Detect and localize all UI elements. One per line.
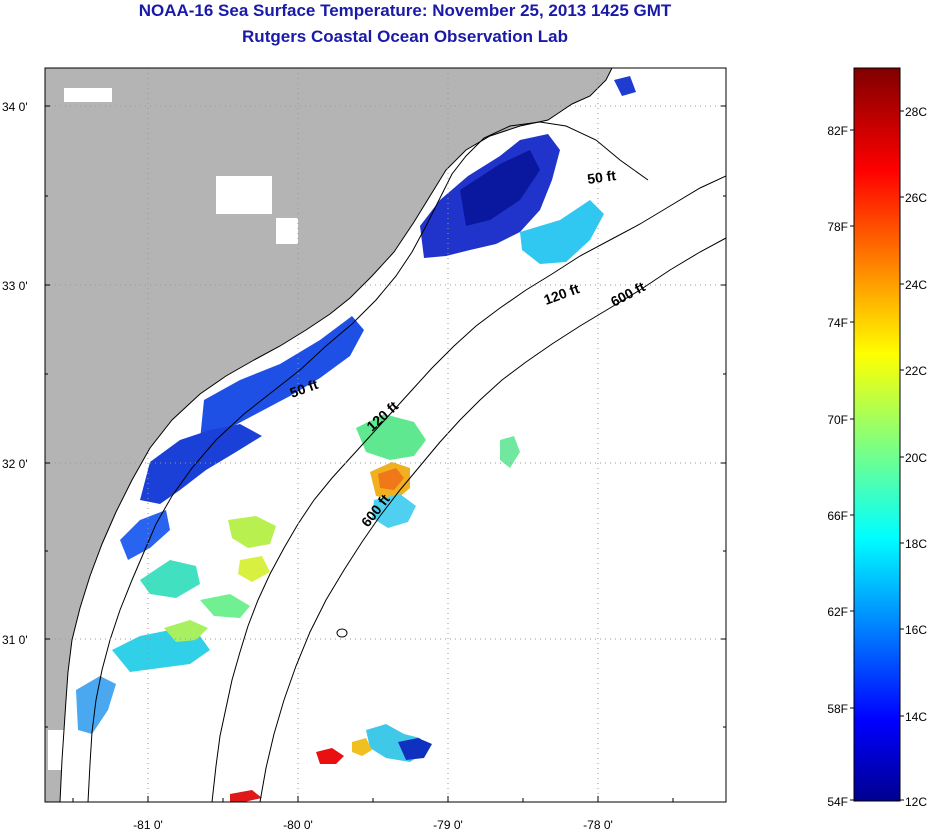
colorbar-c-label: 14C xyxy=(905,710,927,724)
colorbar-f-label: 58F xyxy=(827,702,848,716)
colorbar-f-label: 78F xyxy=(827,220,848,234)
colorbar-c-label: 24C xyxy=(905,278,927,292)
colorbar-f-label: 62F xyxy=(827,605,848,619)
sst-blob xyxy=(140,560,200,598)
sst-blob xyxy=(352,738,372,756)
colorbar-c-label: 28C xyxy=(905,105,927,119)
sst-blob xyxy=(120,510,170,560)
lat-lon-grid xyxy=(45,68,726,802)
lon-label: -80 0' xyxy=(283,818,313,832)
lat-label: 34 0' xyxy=(2,100,28,114)
sst-blob xyxy=(230,790,262,802)
colorbar-c-label: 16C xyxy=(905,623,927,637)
colorbar-f-label: 74F xyxy=(827,316,848,330)
colorbar-c-label: 26C xyxy=(905,191,927,205)
sst-blob xyxy=(238,556,270,582)
colorbar-c-label: 22C xyxy=(905,364,927,378)
map-ticks xyxy=(45,105,726,802)
lon-label: -78 0' xyxy=(583,818,613,832)
chart-title: NOAA-16 Sea Surface Temperature: Novembe… xyxy=(138,1,672,20)
sst-blob xyxy=(140,424,262,504)
colorbar-f-label: 54F xyxy=(827,795,848,809)
sst-blob xyxy=(500,436,520,468)
sst-blob xyxy=(520,200,604,264)
colorbar-c-label: 12C xyxy=(905,795,927,809)
sst-blob xyxy=(200,316,364,440)
sst-data-layer xyxy=(76,76,636,802)
isobath-label: 50 ft xyxy=(586,167,617,187)
sst-blob xyxy=(228,516,276,548)
colorbar-c-label: 20C xyxy=(905,451,927,465)
chart-subtitle: Rutgers Coastal Ocean Observation Lab xyxy=(242,27,568,46)
land-patch xyxy=(48,730,70,770)
sst-blob xyxy=(164,620,208,642)
lat-label: 32 0' xyxy=(2,457,28,471)
sst-blob xyxy=(356,414,426,460)
map-frame xyxy=(44,67,727,803)
sst-blob xyxy=(76,676,116,734)
seamount-contour xyxy=(336,628,348,638)
lon-label: -79 0' xyxy=(433,818,463,832)
land-mass xyxy=(45,68,612,802)
sst-blob xyxy=(614,76,636,96)
colorbar-f-label: 82F xyxy=(827,124,848,138)
isobath-120ft xyxy=(211,175,726,802)
colorbar-gradient xyxy=(853,67,901,802)
colorbar-f-label: 66F xyxy=(827,509,848,523)
sst-blob xyxy=(316,748,344,764)
isobath-50ft xyxy=(87,121,649,802)
lat-label: 31 0' xyxy=(2,633,28,647)
sst-blob xyxy=(372,494,416,528)
colorbar-f-label: 70F xyxy=(827,413,848,427)
lat-label: 33 0' xyxy=(2,279,28,293)
land-patch xyxy=(216,176,272,214)
sst-blob xyxy=(378,468,404,490)
land-patch xyxy=(64,88,112,102)
sst-blob xyxy=(200,594,250,618)
land-patch xyxy=(276,218,298,244)
colorbar-c-label: 18C xyxy=(905,537,927,551)
lon-label: -81 0' xyxy=(133,818,163,832)
isobath-600ft xyxy=(259,237,726,802)
colorbar-ticks xyxy=(850,110,904,801)
sst-blob xyxy=(398,738,432,760)
sst-blob xyxy=(460,150,540,226)
